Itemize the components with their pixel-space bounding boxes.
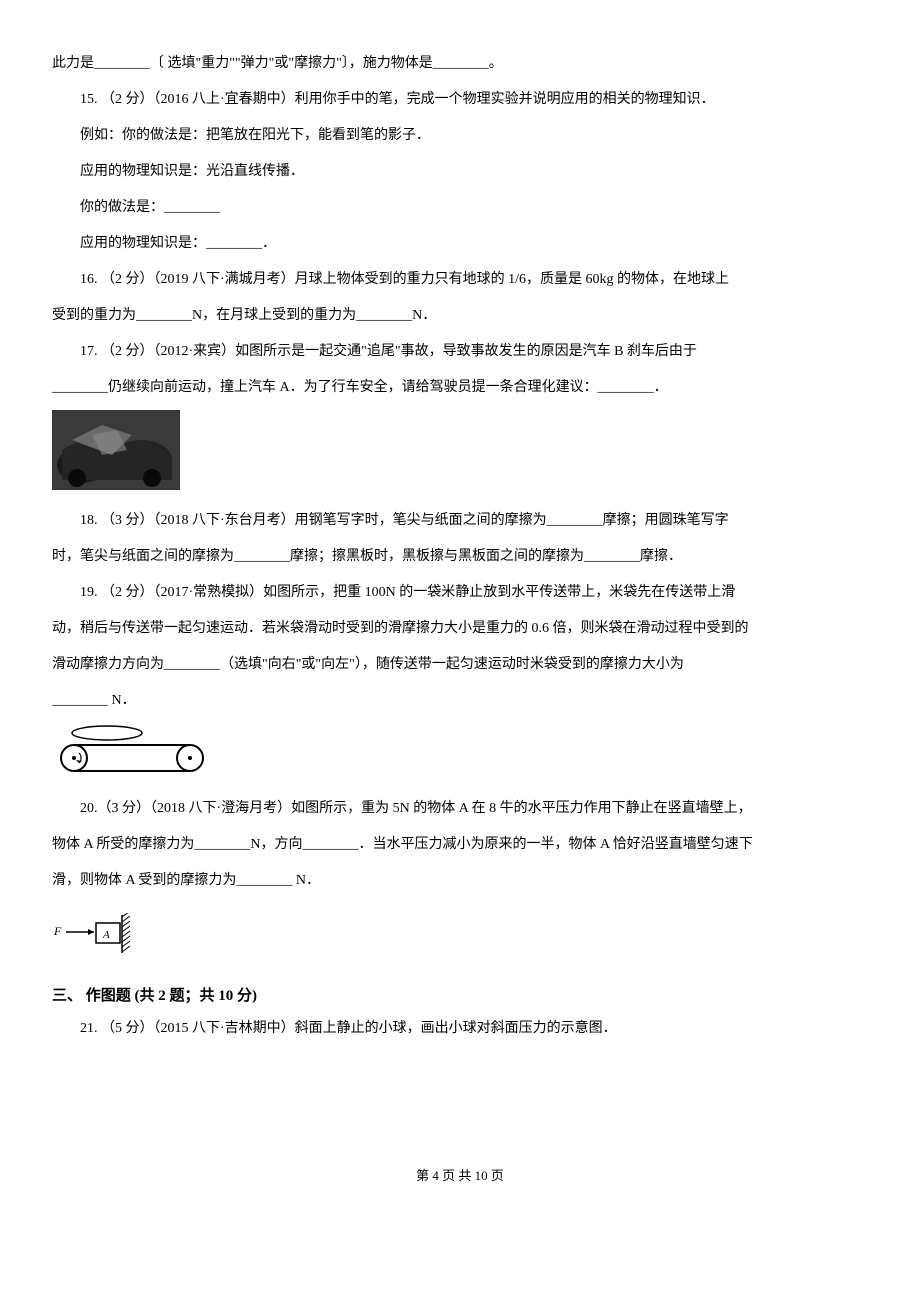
- q16-line2: 受到的重力为________N，在月球上受到的重力为________N．: [52, 302, 868, 330]
- q20-line2: 物体 A 所受的摩擦力为________N，方向________．当水平压力减小…: [52, 831, 868, 859]
- q19-line1: 19. （2 分）（2017·常熟模拟）如图所示，把重 100N 的一袋米静止放…: [52, 579, 868, 607]
- q21-line1: 21. （5 分）（2015 八下·吉林期中）斜面上静止的小球，画出小球对斜面压…: [52, 1015, 868, 1043]
- q15-line4: 你的做法是：________: [52, 194, 868, 222]
- q17-line2: ________仍继续向前运动，撞上汽车 A．为了行车安全，请给驾驶员提一条合理…: [52, 374, 868, 402]
- q19-line4: ________ N．: [52, 687, 868, 715]
- svg-text:A: A: [102, 929, 110, 941]
- q20-figure: F A: [52, 913, 868, 969]
- q15-line3: 应用的物理知识是：光沿直线传播．: [52, 158, 868, 186]
- q15-line2: 例如：你的做法是：把笔放在阳光下，能看到笔的影子．: [52, 122, 868, 150]
- q17-figure: [52, 410, 868, 501]
- q16-line1: 16. （2 分）（2019 八下·满城月考）月球上物体受到的重力只有地球的 1…: [52, 266, 868, 294]
- q20-line1: 20.（3 分）（2018 八下·澄海月考）如图所示，重为 5N 的物体 A 在…: [52, 795, 868, 823]
- section3-title: 三、 作图题 (共 2 题；共 10 分): [52, 981, 868, 1011]
- page-footer: 第 4 页 共 10 页: [52, 1163, 868, 1189]
- svg-text:F: F: [53, 924, 62, 938]
- q15-line1: 15. （2 分）（2016 八上·宜春期中）利用你手中的笔，完成一个物理实验并…: [52, 86, 868, 114]
- q20-line3: 滑，则物体 A 受到的摩擦力为________ N．: [52, 867, 868, 895]
- q17-line1: 17. （2 分）（2012·来宾）如图所示是一起交通"追尾"事故，导致事故发生…: [52, 338, 868, 366]
- q19-figure: [52, 723, 868, 789]
- q18-line2: 时，笔尖与纸面之间的摩擦为________摩擦；擦黑板时，黑板擦与黑板面之间的摩…: [52, 543, 868, 571]
- intro-line: 此力是________〔 选填"重力""弹力"或"摩擦力"〕，施力物体是____…: [52, 50, 868, 78]
- q18-line1: 18. （3 分）（2018 八下·东台月考）用钢笔写字时，笔尖与纸面之间的摩擦…: [52, 507, 868, 535]
- q15-line5: 应用的物理知识是：________．: [52, 230, 868, 258]
- q19-line3: 滑动摩擦力方向为________（选填"向右"或"向左"），随传送带一起匀速运动…: [52, 651, 868, 679]
- q19-line2: 动，稍后与传送带一起匀速运动．若米袋滑动时受到的滑摩擦力大小是重力的 0.6 倍…: [52, 615, 868, 643]
